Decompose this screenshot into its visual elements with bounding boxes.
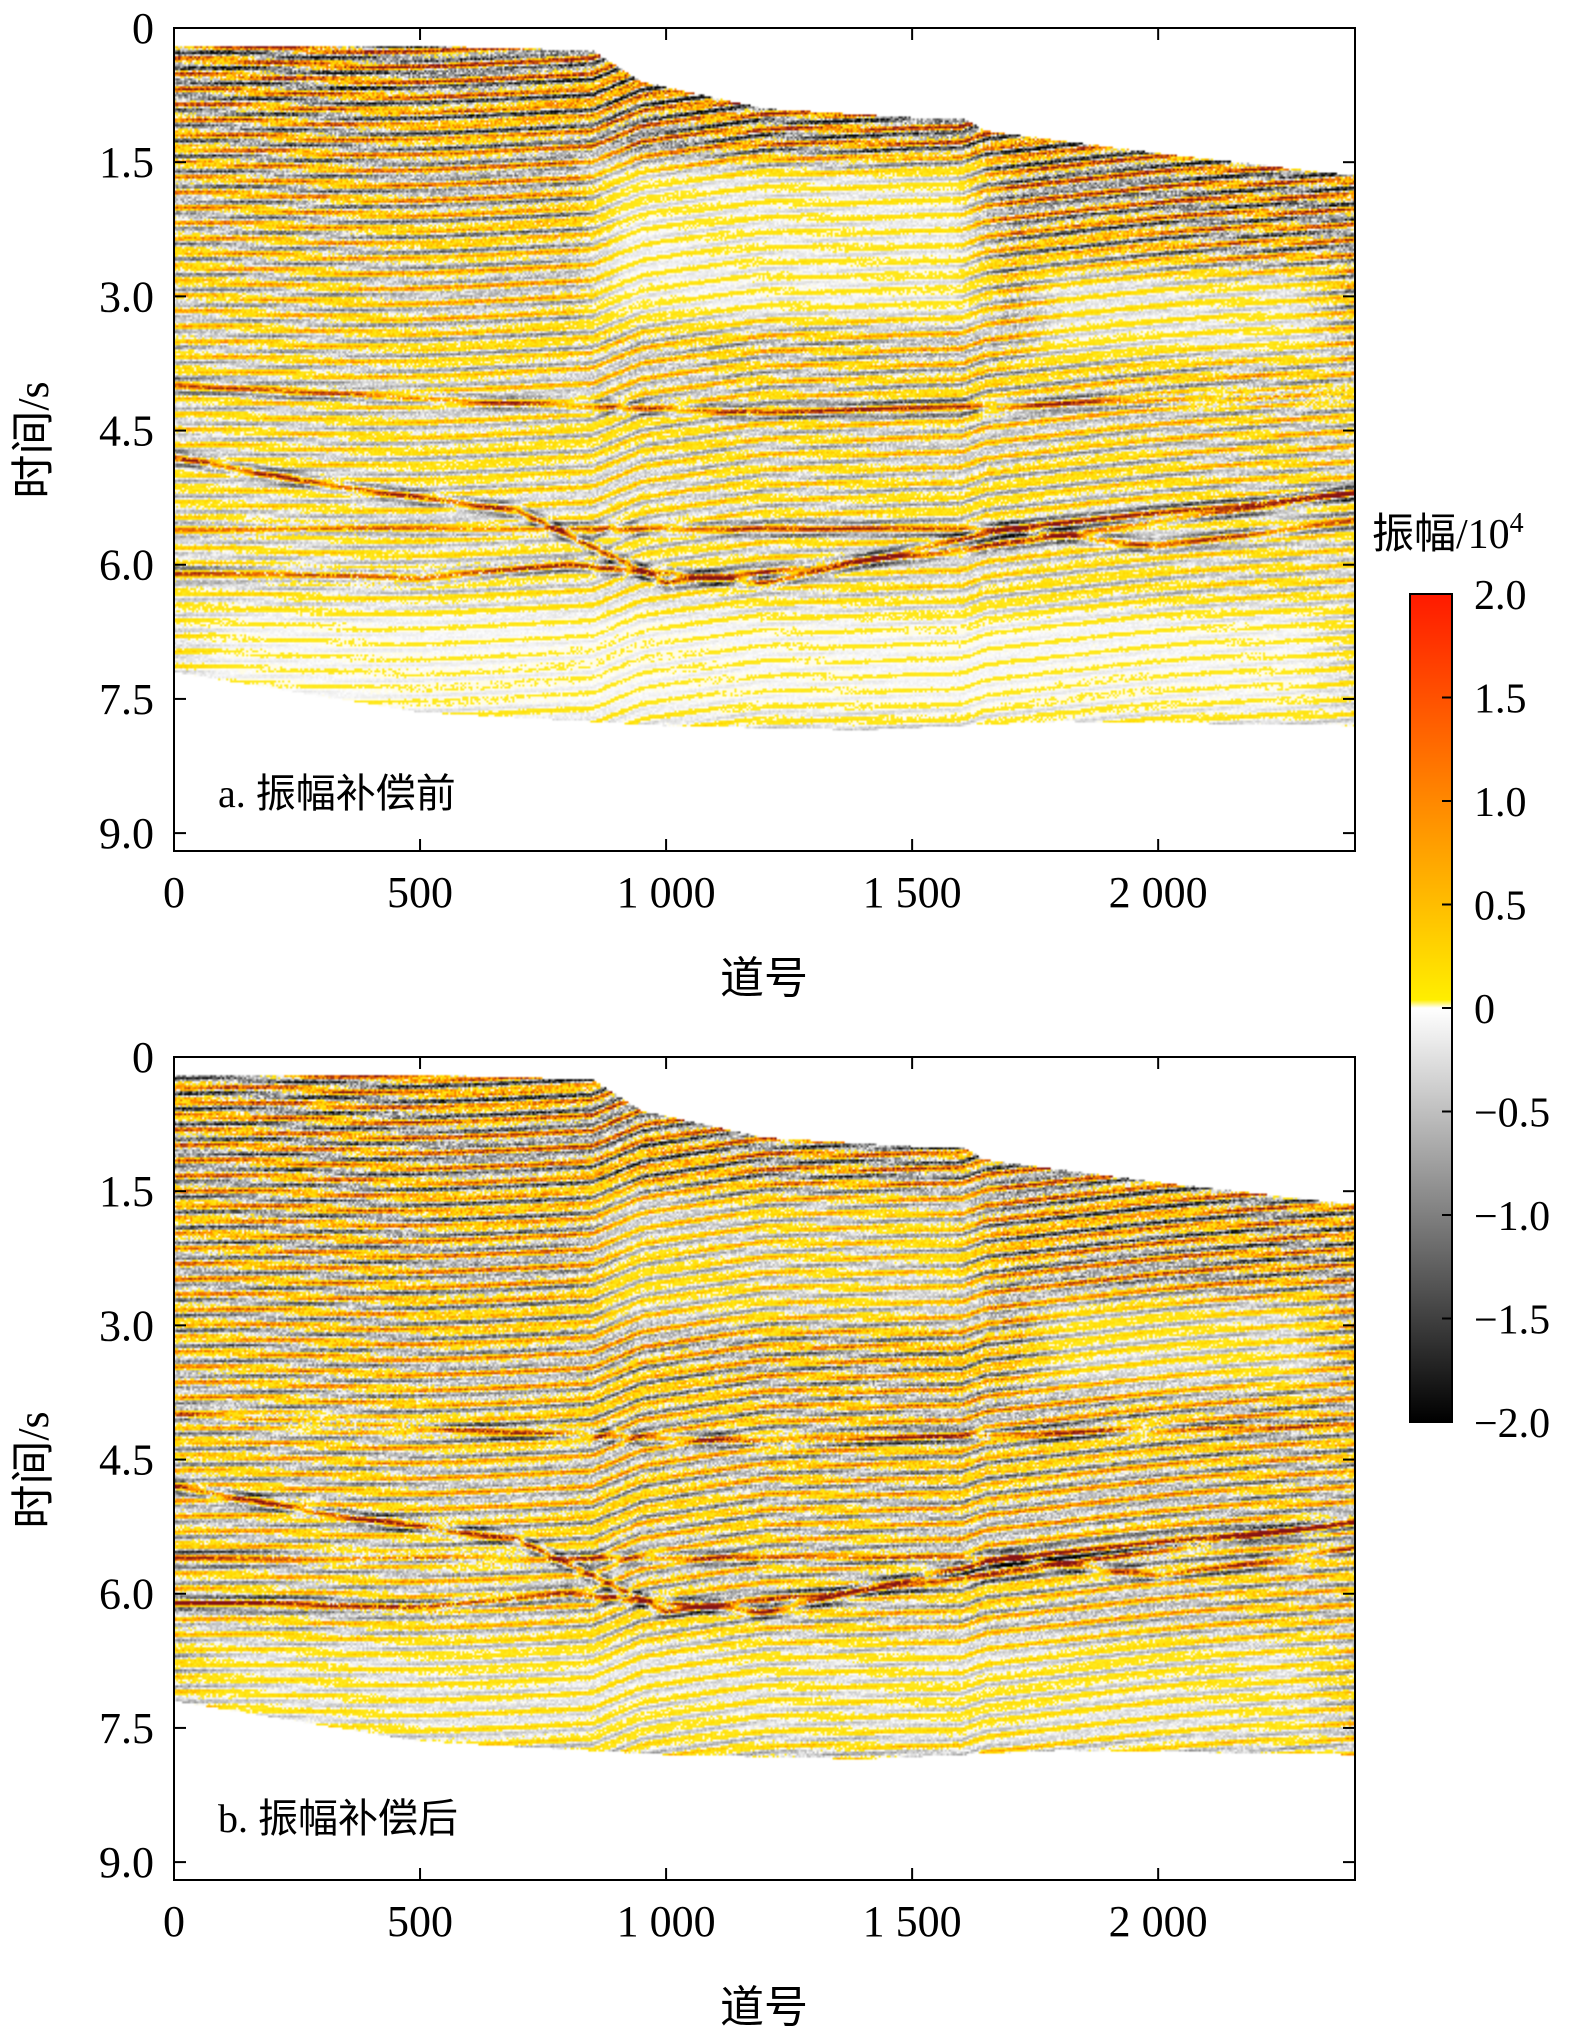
panel-b-ytick-label: 1.5 [99, 1167, 154, 1216]
panel-b-xtick-label: 1 500 [863, 1897, 962, 1946]
panel-a-frame [173, 27, 1356, 852]
panel-b-ytick-label: 7.5 [99, 1704, 154, 1753]
panel-b-seismic-image [174, 1057, 1355, 1880]
colorbar-tick-label: 0 [1474, 987, 1495, 1033]
colorbar-tick-label: 2.0 [1474, 573, 1527, 619]
panel-b-xtick-label: 2 000 [1109, 1897, 1208, 1946]
panel-a-plot [173, 27, 1356, 852]
panel-a-ytick-label: 9.0 [99, 809, 154, 858]
colorbar-tick-label: −0.5 [1474, 1091, 1550, 1137]
panel-a-xlabel: 道号 [720, 954, 808, 1003]
panel-a: 0 500 1 000 1 500 2 000 0 1.5 3.0 4.5 6.0 7.5 9.0 a… [9, 4, 1356, 1003]
panel-b-ytick-label: 9.0 [99, 1838, 154, 1887]
panel-b-xtick-label: 500 [387, 1897, 453, 1946]
panel-b-ytick-label: 4.5 [99, 1436, 154, 1485]
colorbar-title-text: 振幅/10 [1372, 512, 1510, 558]
panel-a-ytick-label: 6.0 [99, 541, 154, 590]
panel-a-label: a. 振幅补偿前 [218, 771, 456, 816]
colorbar-title: 振幅/104 [1372, 508, 1524, 558]
panel-a-xtick-label: 500 [387, 868, 453, 917]
colorbar: 振幅/104 2.0 1.5 1.0 0.5 0 −0.5 −1.0 −1.5 −2.0 [1372, 508, 1550, 1447]
colorbar-tick-label: 1.0 [1474, 780, 1527, 826]
panel-b-ytick-label: 6.0 [99, 1570, 154, 1619]
panel-a-seismic-image [174, 28, 1355, 851]
panel-a-xtick-label: 1 500 [863, 868, 962, 917]
colorbar-ticks: 2.0 1.5 1.0 0.5 0 −0.5 −1.0 −1.5 −2.0 [1442, 573, 1550, 1447]
panel-b-plot [173, 1056, 1356, 1881]
panel-a-ytick-label: 7.5 [99, 675, 154, 724]
panel-a-ytick-label: 3.0 [99, 272, 154, 321]
panel-b-xtick-label: 0 [163, 1897, 185, 1946]
panel-a-xtick-label: 2 000 [1109, 868, 1208, 917]
panel-a-axes: 0 500 1 000 1 500 2 000 0 1.5 3.0 4.5 6.0 7.5 9.0 [99, 4, 1355, 917]
colorbar-tick-label: 0.5 [1474, 884, 1527, 930]
colorbar-tick-label: −1.0 [1474, 1194, 1550, 1240]
colorbar-title-sup: 4 [1510, 508, 1524, 539]
colorbar-tick-label: −1.5 [1474, 1298, 1550, 1344]
panel-b-xtick-label: 1 000 [617, 1897, 716, 1946]
panel-b-ytick-label: 3.0 [99, 1301, 154, 1350]
panel-b-xlabel: 道号 [720, 1983, 808, 2032]
panel-b-label: b. 振幅补偿后 [218, 1796, 458, 1841]
colorbar-tick-label: −2.0 [1474, 1401, 1550, 1447]
panel-b-ytick-label: 0 [132, 1033, 154, 1082]
colorbar-tick-label: 1.5 [1474, 677, 1527, 723]
panel-a-ytick-label: 4.5 [99, 407, 154, 456]
panel-a-xtick-label: 1 000 [617, 868, 716, 917]
panel-b-frame [173, 1056, 1356, 1881]
panel-a-xtick-label: 0 [163, 868, 185, 917]
panel-a-ylabel: 时间/s [9, 381, 58, 498]
panel-a-ytick-label: 0 [132, 4, 154, 53]
panel-a-ytick-label: 1.5 [99, 138, 154, 187]
panel-b: 0 500 1 000 1 500 2 000 0 1.5 3.0 4.5 6.0 7.5 9.0 b… [9, 1033, 1356, 2032]
panel-b-axes: 0 500 1 000 1 500 2 000 0 1.5 3.0 4.5 6.0 7.5 9.0 [99, 1033, 1355, 1946]
panel-b-ylabel: 时间/s [9, 1411, 58, 1528]
